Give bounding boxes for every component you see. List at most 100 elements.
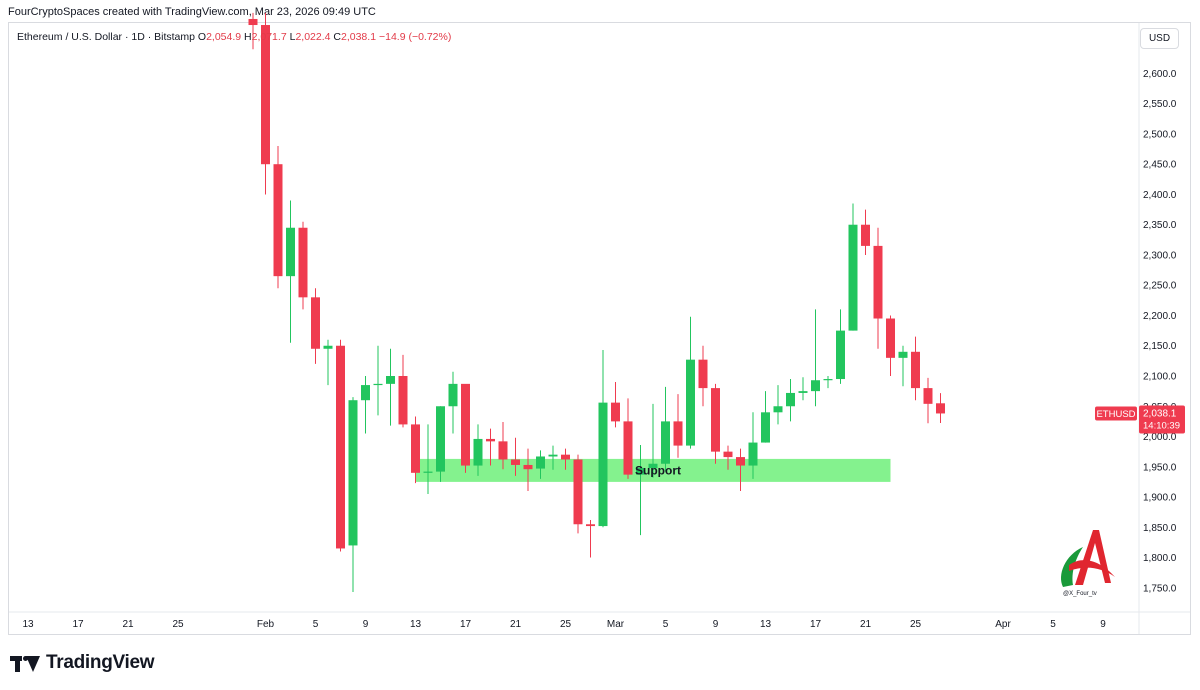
- candle-down: [311, 288, 320, 364]
- candle-body: [336, 345, 345, 549]
- candle-up: [361, 376, 370, 434]
- candle-body: [523, 464, 533, 470]
- candle-up: [473, 424, 483, 476]
- price-tick-label: 2,000.0: [1143, 432, 1177, 443]
- candle-down: [523, 448, 533, 491]
- candle-body: [411, 424, 420, 473]
- price-tick-label: 1,750.0: [1143, 583, 1177, 594]
- candle-down: [711, 383, 720, 464]
- candle-up: [423, 424, 433, 494]
- candle-body: [548, 454, 558, 457]
- candle-body: [448, 383, 458, 407]
- support-zone-label: Support: [635, 463, 681, 477]
- price-tick-label: 2,350.0: [1143, 220, 1177, 231]
- candle-up: [761, 391, 770, 443]
- price-tick-label: 1,800.0: [1143, 553, 1177, 564]
- candle-down: [698, 345, 708, 407]
- candle-up: [436, 406, 445, 482]
- candle-up: [648, 403, 658, 478]
- candle-body: [886, 318, 895, 358]
- candle-down: [886, 315, 895, 376]
- low-value: 2,022.4: [295, 31, 331, 43]
- candle-body: [673, 421, 683, 446]
- chart-caption: FourCryptoSpaces created with TradingVie…: [8, 6, 376, 18]
- candle-body: [586, 524, 595, 527]
- candle-body: [273, 164, 283, 277]
- time-tick-label: Feb: [257, 619, 275, 630]
- candle-down: [261, 12, 270, 195]
- time-tick-label: 21: [510, 619, 522, 630]
- candle-body: [361, 385, 370, 401]
- candle-body: [536, 456, 545, 469]
- open-label: O: [197, 31, 207, 43]
- candle-body: [936, 403, 945, 414]
- candle-up: [373, 345, 383, 416]
- candle-up: [548, 445, 558, 470]
- candle-body: [636, 467, 645, 475]
- candle-body: [398, 376, 408, 425]
- candle-body: [761, 412, 770, 443]
- candle-body: [298, 227, 308, 298]
- candle-down: [723, 445, 733, 470]
- candle-down: [673, 394, 683, 458]
- price-tag-layer: ETHUSD 2,038.114:10:39: [1095, 405, 1185, 434]
- price-tick-label: 1,900.0: [1143, 493, 1177, 504]
- currency-selector[interactable]: USD: [1140, 28, 1179, 49]
- candle-up: [836, 309, 845, 384]
- candle-body: [248, 18, 258, 26]
- price-tick-label: 2,200.0: [1143, 311, 1177, 322]
- candle-body: [923, 388, 933, 404]
- candle-up: [823, 376, 833, 389]
- candle-up: [598, 349, 608, 528]
- symbol-legend: Ethereum / U.S. Dollar · 1D · Bitstamp O…: [17, 31, 451, 43]
- price-tick-label: 1,950.0: [1143, 462, 1177, 473]
- candle-body: [436, 406, 445, 472]
- candle-body: [598, 402, 608, 527]
- candles-layer: [248, 12, 945, 593]
- time-tick-label: 5: [663, 619, 669, 630]
- candle-body: [786, 392, 795, 407]
- open-value: 2,054.9: [206, 31, 242, 43]
- candle-up: [848, 203, 858, 331]
- price-tag-value: 2,038.1: [1143, 408, 1177, 419]
- candle-body: [711, 388, 720, 452]
- candle-body: [648, 463, 658, 468]
- candle-down: [923, 377, 933, 424]
- candle-body: [561, 454, 570, 460]
- time-tick-label: 17: [460, 619, 472, 630]
- candle-up: [811, 309, 820, 407]
- time-tick-label: Mar: [607, 619, 625, 630]
- candle-down: [911, 336, 920, 401]
- candle-down: [736, 448, 745, 491]
- candle-down: [561, 448, 570, 470]
- candle-body: [861, 224, 870, 246]
- candle-down: [936, 393, 945, 423]
- candle-body: [748, 442, 758, 466]
- last-price-tag: ETHUSD 2,038.114:10:39: [1095, 405, 1185, 434]
- candle-body: [323, 345, 333, 349]
- tradingview-brand[interactable]: TradingView: [10, 652, 155, 674]
- chart-frame[interactable]: [8, 22, 1191, 635]
- candle-up: [773, 385, 783, 425]
- price-tick-label: 1,850.0: [1143, 523, 1177, 534]
- candle-body: [661, 421, 670, 464]
- candle-down: [298, 221, 308, 310]
- candle-body: [486, 438, 495, 442]
- watermark-handle: @X_Four_tv: [1063, 591, 1097, 597]
- price-tag-bg: [1139, 405, 1185, 434]
- candle-body: [911, 351, 920, 389]
- candle-down: [623, 398, 633, 479]
- price-tick-label: 2,450.0: [1143, 160, 1177, 171]
- price-axis: 1,750.0 1,800.0 1,850.0 1,900.0 1,950.0 2,000…: [1138, 23, 1190, 634]
- candle-down: [461, 383, 470, 473]
- time-tick-label: Apr: [995, 619, 1011, 630]
- price-tag-countdown: 14:10:39: [1143, 420, 1180, 431]
- candle-body: [611, 402, 620, 422]
- candle-body: [798, 391, 808, 393]
- time-tick-label: 9: [1100, 619, 1106, 630]
- candle-down: [511, 437, 520, 476]
- time-tick-label: 25: [172, 619, 184, 630]
- candle-body: [473, 438, 483, 466]
- candle-up: [661, 386, 670, 472]
